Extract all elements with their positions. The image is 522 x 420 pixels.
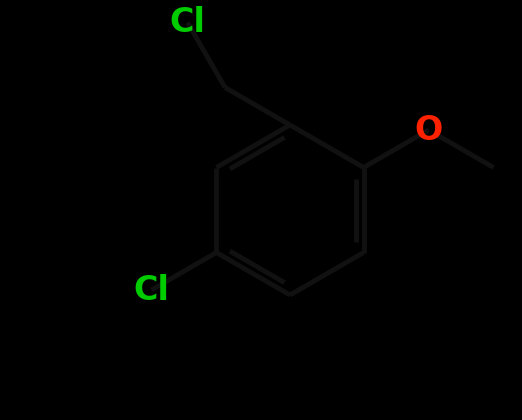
Text: O: O (414, 113, 443, 147)
Text: Cl: Cl (170, 6, 206, 39)
Text: Cl: Cl (134, 273, 169, 307)
